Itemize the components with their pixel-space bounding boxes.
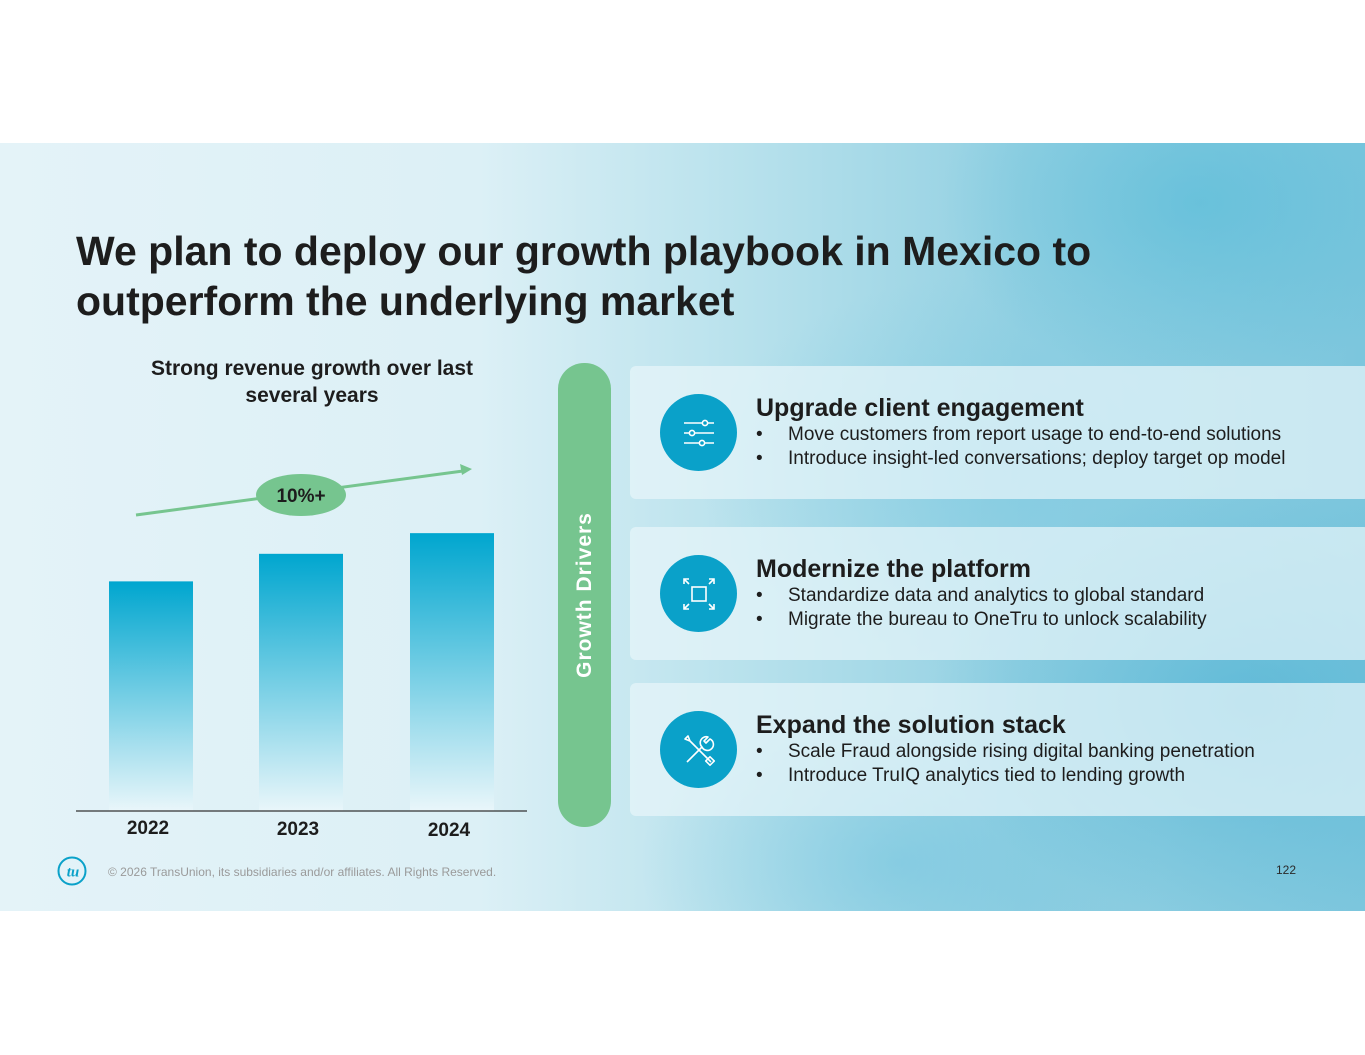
driver-bullet: Standardize data and analytics to global…	[756, 584, 1207, 608]
expand-icon	[660, 555, 737, 632]
driver-card-platform: Modernize the platform Standardize data …	[630, 527, 1365, 660]
driver-bullet: Scale Fraud alongside rising digital ban…	[756, 740, 1255, 764]
driver-bullet: Move customers from report usage to end-…	[756, 423, 1285, 447]
driver-bullets: Standardize data and analytics to global…	[756, 584, 1207, 632]
tools-icon	[660, 711, 737, 788]
bar-2024	[410, 533, 494, 811]
copyright-text: © 2026 TransUnion, its subsidiaries and/…	[108, 865, 497, 879]
growth-badge-label: 10%+	[276, 486, 325, 507]
driver-bullets: Scale Fraud alongside rising digital ban…	[756, 740, 1255, 788]
driver-card-solutions: Expand the solution stack Scale Fraud al…	[630, 683, 1365, 816]
driver-bullets: Move customers from report usage to end-…	[756, 423, 1285, 471]
growth-badge	[256, 474, 346, 516]
bar-2023	[259, 553, 343, 811]
x-tick-label: 2024	[428, 820, 471, 841]
revenue-chart: 2022 2023 2024 10%+	[76, 464, 527, 841]
driver-title: Modernize the platform	[756, 555, 1032, 583]
driver-card-engagement: Upgrade client engagement Move customers…	[630, 366, 1365, 499]
bar-2022	[109, 581, 193, 811]
growth-drivers-label: Growth Drivers	[572, 512, 596, 678]
driver-title: Expand the solution stack	[756, 711, 1066, 739]
growth-drivers-pill: Growth Drivers	[558, 363, 611, 827]
x-tick-label: 2023	[277, 819, 319, 840]
sliders-icon	[660, 394, 737, 471]
slide: We plan to deploy our growth playbook in…	[0, 143, 1365, 911]
driver-bullet: Introduce insight-led conversations; dep…	[756, 447, 1285, 471]
page-title: We plan to deploy our growth playbook in…	[76, 228, 1092, 324]
page-number: 122	[1276, 863, 1297, 877]
driver-bullet: Migrate the bureau to OneTru to unlock s…	[756, 608, 1207, 632]
transunion-logo: tu	[57, 856, 87, 886]
transunion-logo-text: tu	[67, 865, 80, 881]
x-tick-label: 2022	[127, 818, 169, 839]
growth-arrowhead	[460, 464, 472, 475]
driver-bullet: Introduce TruIQ analytics tied to lendin…	[756, 764, 1255, 788]
chart-title: Strong revenue growth over last several …	[150, 357, 474, 407]
driver-title: Upgrade client engagement	[756, 394, 1084, 422]
